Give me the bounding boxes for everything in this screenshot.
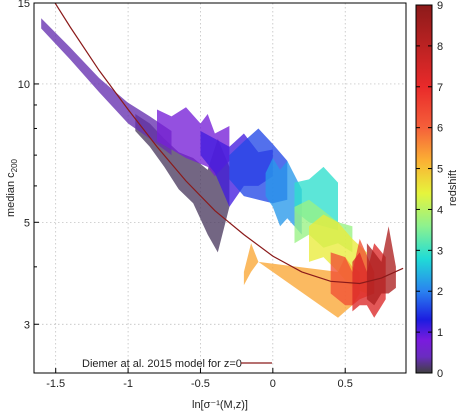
x-tick-label: -0.5 — [191, 378, 210, 390]
redshift-band — [243, 243, 360, 318]
y-tick-label: 10 — [18, 79, 30, 91]
colorbar-tick-label: 2 — [437, 286, 443, 298]
model-curve — [54, 3, 404, 285]
legend-label: Diemer at al. 2015 model for z=0 — [82, 358, 242, 370]
x-tick-label: 0 — [270, 378, 276, 390]
colorbar-tick-label: 4 — [437, 204, 443, 216]
plot-frame — [33, 2, 407, 374]
colorbar-gradient — [415, 4, 433, 374]
redshift-band — [366, 226, 396, 306]
colorbar-label: redshift — [447, 170, 459, 206]
model-curve-group — [54, 3, 404, 285]
colorbar-tick-label: 0 — [437, 368, 443, 380]
colorbar-tick-label: 9 — [437, 0, 443, 12]
colorbar-tick-label: 3 — [437, 245, 443, 257]
colorbar-tick-label: 7 — [437, 82, 443, 94]
colorbar-tick-label: 1 — [437, 327, 443, 339]
colorbar-tick-label: 6 — [437, 123, 443, 135]
colorbar-tick-label: 5 — [437, 164, 443, 176]
x-axis-label: ln[σ⁻¹(M,z)] — [192, 399, 248, 411]
legend: Diemer at al. 2015 model for z=0 — [82, 358, 272, 370]
colorbar: 0 1 2 3 4 5 6 7 8 9 redshift — [415, 0, 459, 380]
y-axis-label: median c200 — [5, 158, 19, 217]
x-axis: -1.5 -1 -0.5 0 0.5 — [46, 368, 353, 390]
x-tick-label: -1 — [123, 378, 133, 390]
x-tick-label: -1.5 — [46, 378, 65, 390]
y-axis-label-main: median c — [5, 172, 17, 217]
y-axis: 3 5 10 15 — [18, 0, 39, 331]
y-axis-label-subscript: 200 — [10, 158, 19, 172]
redshift-band — [41, 18, 172, 156]
y-tick-label: 15 — [18, 0, 30, 10]
colorbar-tick-label: 8 — [437, 41, 443, 53]
y-tick-label: 3 — [24, 319, 30, 331]
data-bands — [41, 18, 396, 318]
colorbar-ticks: 0 1 2 3 4 5 6 7 8 9 — [416, 0, 443, 380]
x-tick-label: 0.5 — [338, 378, 353, 390]
redshift-band — [265, 158, 302, 235]
y-tick-label: 5 — [24, 217, 30, 229]
